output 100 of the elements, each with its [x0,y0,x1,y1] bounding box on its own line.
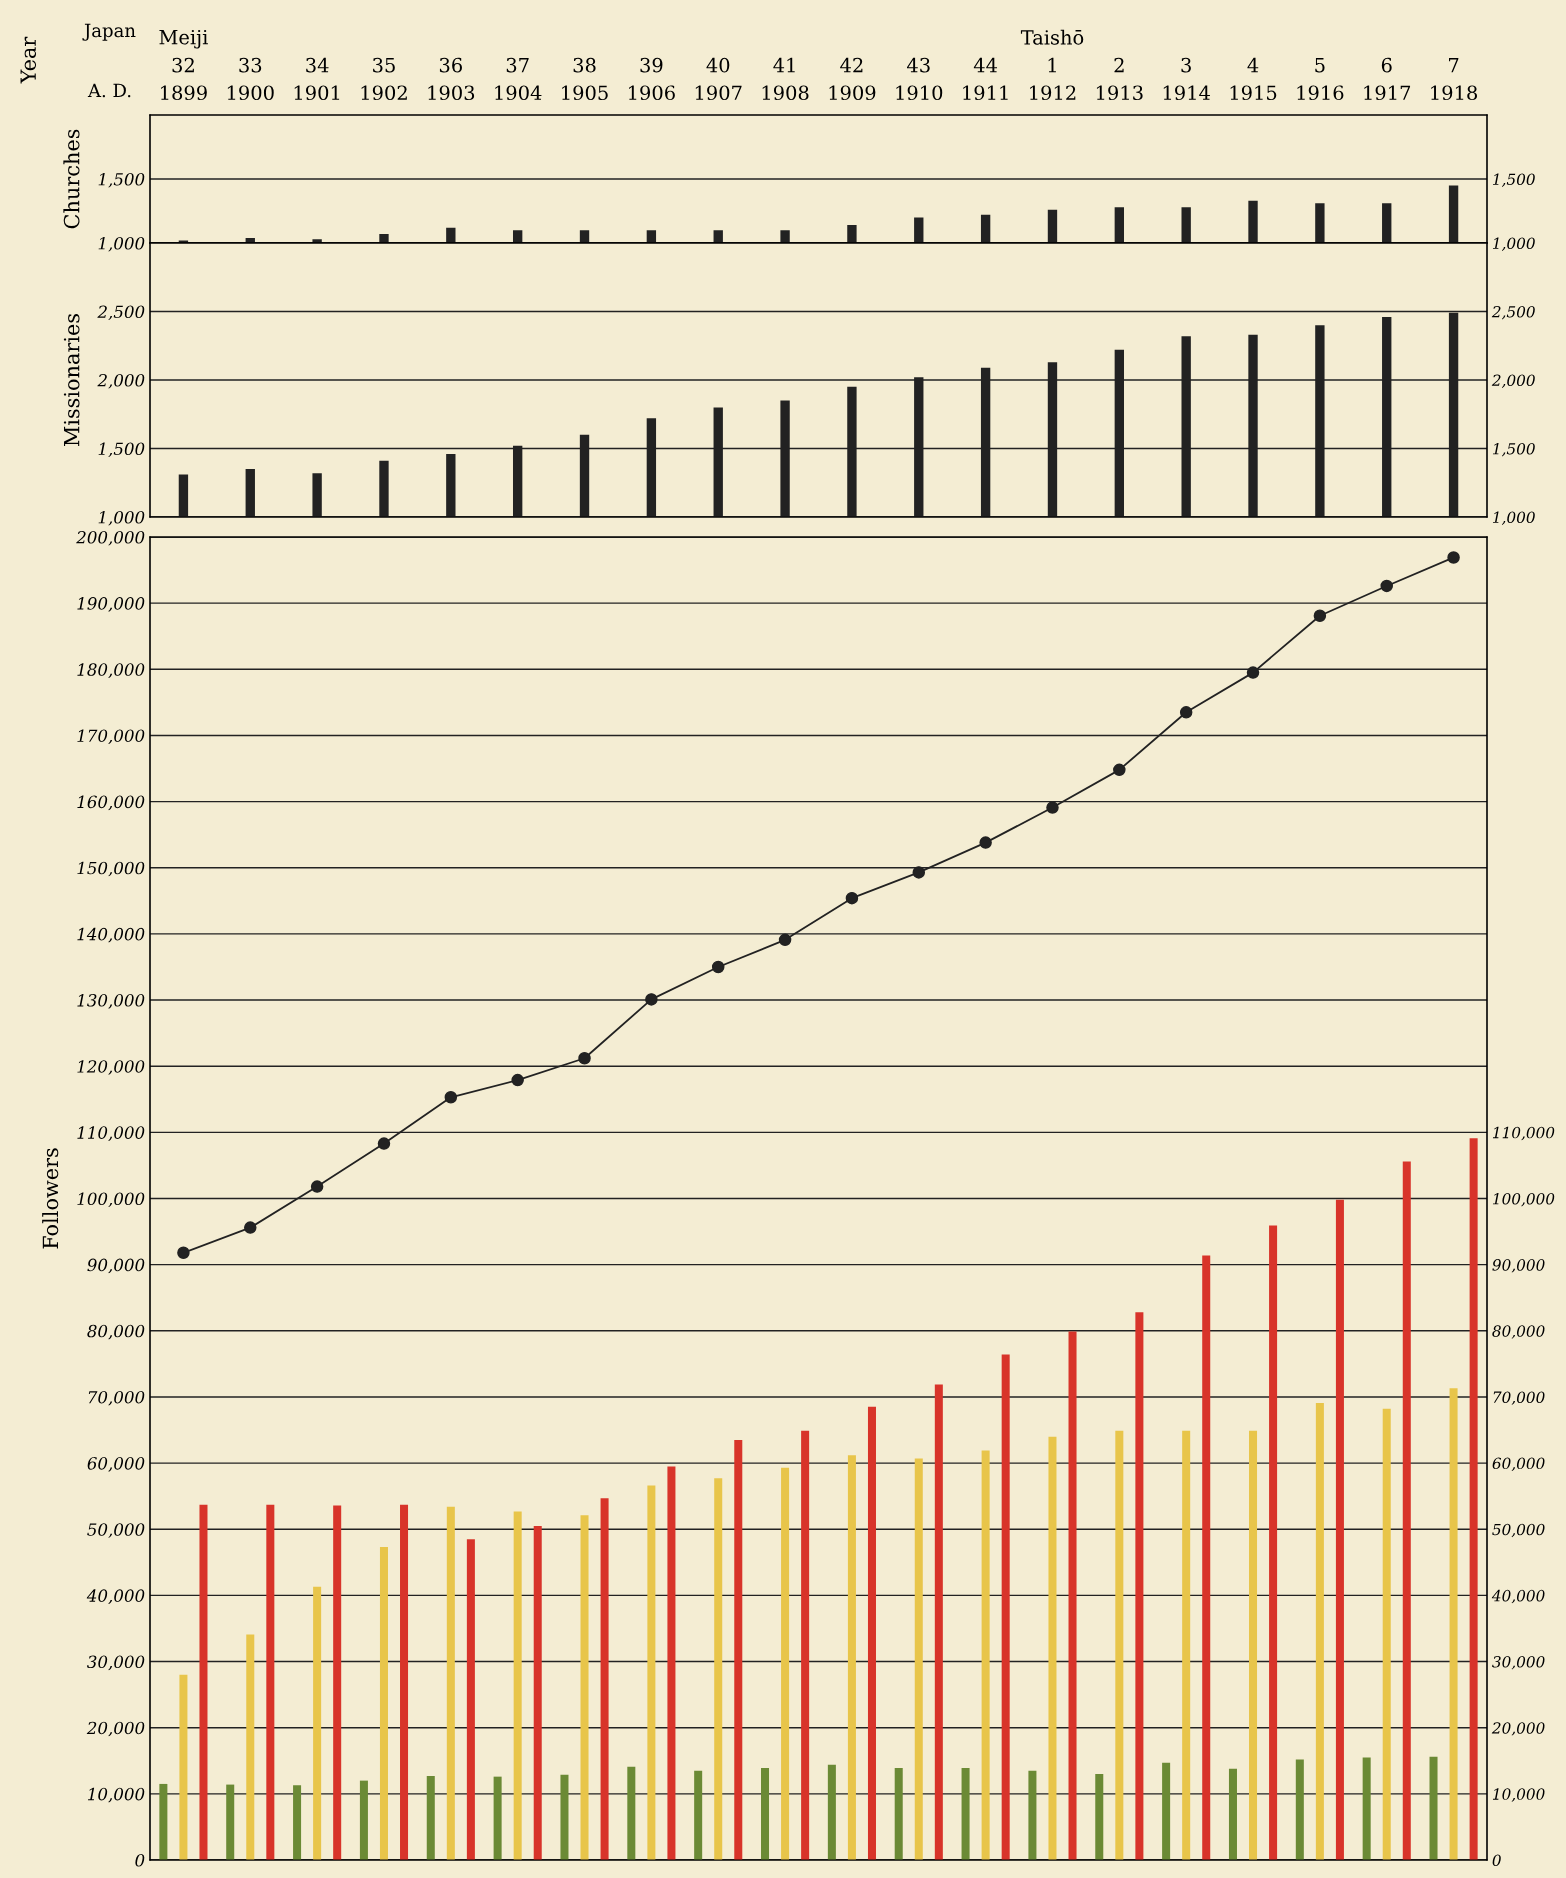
bar [159,1783,168,1860]
text: Year [20,36,37,84]
bar [1202,1255,1211,1860]
y-axis-title: Churches [63,129,80,229]
bar [1429,1756,1438,1860]
bar [199,1504,208,1860]
x-tick-label: 4 1915 [1230,57,1277,101]
point [310,1180,324,1193]
point [1113,763,1126,777]
y-tick-label: 180,000 [77,663,145,678]
bar [781,1467,790,1860]
x-tick-label: 41 1908 [762,57,809,101]
bar [934,1384,943,1860]
bar [714,1478,723,1860]
bar [847,1455,856,1860]
y-tick-label: 140,000 [77,927,145,943]
bar [560,1774,569,1860]
bar [1048,1436,1057,1860]
point [444,1091,458,1104]
y2-tick-label: 1,500 [1492,442,1535,457]
y-tick-label: 40,000 [86,1589,145,1604]
x-tick-label: 3 1914 [1163,57,1210,101]
bar [894,1768,903,1860]
x-tick-label: 38 1905 [562,57,608,101]
y-tick-label: 160,000 [77,795,145,811]
bar [313,1586,322,1860]
x-tick-label: 39 1906 [629,57,675,101]
y-tick-label: 110,000 [77,1126,145,1141]
bar [1028,1770,1037,1860]
x-tick-label: 43 1910 [896,57,943,101]
bar [761,1768,770,1860]
y2-tick-label: 1,000 [1492,237,1535,251]
y-tick-label: 130,000 [77,994,145,1009]
point [244,1221,257,1234]
bar [667,1466,676,1860]
y-tick-label: 120,000 [77,1060,145,1075]
bar [266,1504,275,1860]
point [912,866,926,879]
bar [179,1674,188,1860]
bar [513,1511,522,1860]
y-tick-label: 1,000 [98,236,145,252]
point [778,933,792,947]
y-tick-label: 90,000 [87,1258,145,1274]
y-tick-label: 100,000 [77,1192,145,1208]
bar [647,1485,656,1860]
bar [533,1525,542,1860]
text: A. D. [87,83,131,98]
y-tick-label: 70,000 [88,1390,145,1406]
x-tick-label: 33 1900 [227,57,274,101]
x-tick-label: 2 1913 [1096,57,1143,101]
bar [1449,1388,1458,1860]
y2-tick-label: 2,500 [1491,305,1535,320]
text: Japan [82,23,136,41]
point [979,836,992,849]
y-tick-label: 2,500 [97,305,145,321]
point [1246,666,1260,679]
x-tick-label: 42 1909 [829,57,876,101]
point [845,891,859,905]
bar [1382,1408,1391,1860]
y2-tick-label: 10,000 [1492,1788,1545,1802]
bar [580,1515,589,1860]
y-tick-label: 30,000 [87,1655,145,1671]
y-tick-label: 170,000 [77,729,145,745]
x-tick-label: 40 1907 [695,57,742,101]
bar [446,1506,455,1860]
y2-tick-label: 0 [1492,1854,1501,1867]
point [578,1052,591,1065]
y-axis-title: Followers [42,1148,59,1249]
y2-tick-label: 90,000 [1492,1259,1545,1273]
point [1380,579,1393,593]
bar [827,1764,836,1860]
x-tick-label: 44 1911 [963,57,1008,101]
bar [1249,1430,1258,1860]
bar [1182,1430,1191,1860]
bar [1295,1759,1304,1860]
y2-tick-label: 80,000 [1492,1325,1545,1339]
y2-tick-label: 1,000 [1492,511,1535,525]
bar [246,1634,255,1860]
bar [293,1785,302,1860]
point [377,1137,391,1150]
bar [600,1498,609,1860]
bar [627,1766,636,1860]
y-tick-label: 2,000 [97,373,145,389]
y-tick-label: 190,000 [77,597,145,612]
x-tick-label: Meiji 32 1899 [159,29,208,101]
x-tick-label: 35 1902 [361,57,407,101]
y2-tick-label: 100,000 [1492,1192,1555,1207]
point [511,1073,524,1087]
y2-tick-label: 60,000 [1492,1457,1545,1471]
y2-tick-label: 2,000 [1491,374,1535,388]
y2-tick-label: 50,000 [1492,1523,1545,1538]
bar [400,1504,409,1860]
bar [1095,1774,1104,1860]
y-tick-label: 200,000 [76,530,145,546]
point [177,1246,190,1259]
bar [359,1780,368,1860]
y-tick-label: 80,000 [87,1324,145,1340]
bar [426,1775,435,1860]
y-tick-label: 1,500 [98,172,145,188]
bar [734,1439,743,1860]
